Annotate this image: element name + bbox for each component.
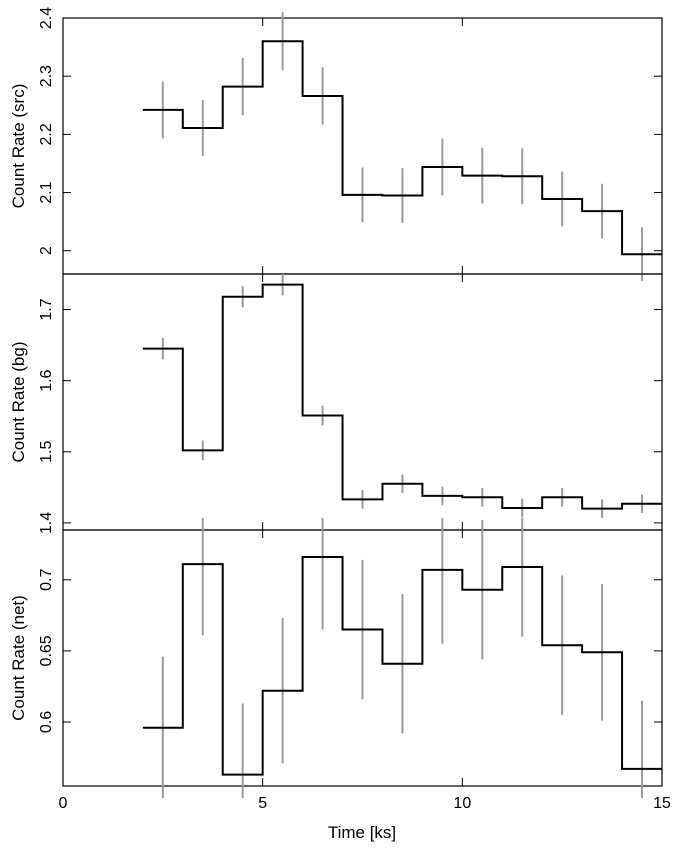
y-tick-label: 2.1: [38, 181, 55, 203]
error-bars: [161, 518, 644, 798]
step-line: [142, 556, 662, 776]
panel-1: 1.4 1.5 1.6 1.7 Count Rate (bg): [9, 273, 663, 534]
panel-0: 2 2.1 2.2 2.3 2.4 Count Rate (src): [9, 7, 663, 281]
x-tick-label: 15: [653, 795, 671, 812]
x-tick-label: 5: [258, 795, 267, 812]
y-tick-label: 0.65: [38, 635, 55, 666]
x-tick-label: 10: [453, 795, 471, 812]
y-tick-label: 2.4: [38, 7, 55, 29]
y-tick-label: 2.3: [38, 65, 55, 87]
y-tick-label: 2: [38, 246, 55, 255]
error-bars: [161, 12, 644, 281]
y-axis-label: Count Rate (bg): [9, 342, 28, 463]
step-line: [142, 283, 662, 510]
y-tick-label: 2.2: [38, 123, 55, 145]
error-bars: [161, 274, 644, 518]
y-tick-label: 1.5: [38, 441, 55, 463]
x-tick-label: 0: [59, 795, 68, 812]
x-axis-label: Time [ks]: [328, 823, 396, 842]
y-tick-label: 0.6: [38, 711, 55, 733]
panel-2: 0.6 0.65 0.7 Count Rate (net): [9, 518, 663, 798]
y-tick-label: 0.7: [38, 569, 55, 591]
y-tick-label: 1.7: [38, 298, 55, 320]
panel-frame: [62, 17, 663, 275]
y-axis-label: Count Rate (net): [9, 595, 28, 721]
x-axis: 0 5 10 15: [59, 795, 671, 812]
panel-frame: [62, 529, 663, 787]
y-axis-label: Count Rate (src): [9, 84, 28, 209]
step-line: [142, 40, 662, 256]
y-tick-label: 1.4: [38, 512, 55, 534]
y-tick-label: 1.6: [38, 369, 55, 391]
